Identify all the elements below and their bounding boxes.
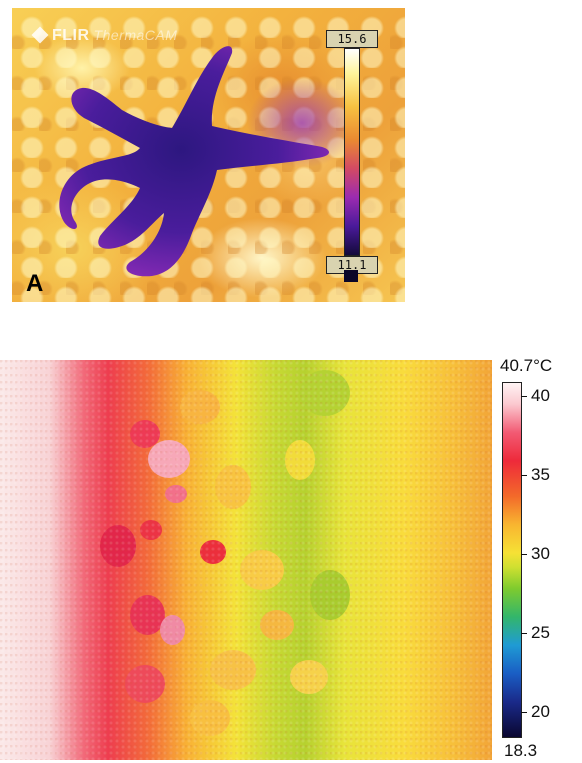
warm-cobble bbox=[190, 700, 230, 736]
scale-tick bbox=[521, 633, 527, 634]
hot-cobble bbox=[125, 665, 165, 703]
scale-a-min-label: 11.1 bbox=[326, 256, 378, 274]
scale-b-min-label: 18.3 bbox=[504, 741, 538, 760]
warm-cobble bbox=[215, 465, 251, 509]
scale-a-max-label: 15.6 bbox=[326, 30, 378, 48]
scale-tick bbox=[521, 712, 527, 713]
flir-logo-subtext: ThermaCAM bbox=[93, 27, 178, 43]
flir-logo-text: FLIR bbox=[52, 27, 90, 44]
sea-star-silhouette bbox=[59, 46, 357, 277]
warm-cobble bbox=[240, 550, 284, 590]
scale-tick bbox=[521, 396, 527, 397]
hot-cobble bbox=[140, 520, 162, 540]
temperature-scale-b bbox=[502, 382, 522, 738]
hot-cobble bbox=[200, 540, 226, 564]
scale-b-max-label: 40.7°C bbox=[500, 356, 553, 375]
flir-logo: FLIR ThermaCAM bbox=[31, 26, 178, 45]
hot-cobble bbox=[165, 485, 187, 503]
warm-cobble bbox=[290, 660, 328, 694]
warm-cobble bbox=[260, 610, 294, 640]
scale-tick-label: 35 bbox=[531, 465, 550, 484]
thermal-image-b bbox=[0, 360, 492, 760]
warm-cobble bbox=[210, 650, 256, 690]
scale-tick-label: 25 bbox=[531, 623, 550, 642]
temperature-scale-a bbox=[344, 48, 360, 256]
warm-cobble bbox=[180, 390, 220, 424]
scale-a-bottom-cap bbox=[344, 270, 358, 282]
scale-tick bbox=[521, 554, 527, 555]
hot-cobble bbox=[130, 595, 165, 635]
panel-label-a: A bbox=[26, 270, 44, 297]
hot-cobble bbox=[148, 440, 190, 478]
cool-patch bbox=[310, 570, 350, 620]
scale-tick-label: 30 bbox=[531, 544, 550, 563]
scale-tick bbox=[521, 475, 527, 476]
scale-tick-label: 20 bbox=[531, 702, 550, 721]
sea-star-body bbox=[59, 46, 330, 277]
hot-cobble bbox=[100, 525, 136, 567]
warm-cobble bbox=[285, 440, 315, 480]
cool-patch bbox=[300, 370, 350, 416]
flir-diamond-icon bbox=[31, 26, 49, 44]
scale-tick-label: 40 bbox=[531, 386, 550, 405]
hot-cobble bbox=[160, 615, 185, 645]
